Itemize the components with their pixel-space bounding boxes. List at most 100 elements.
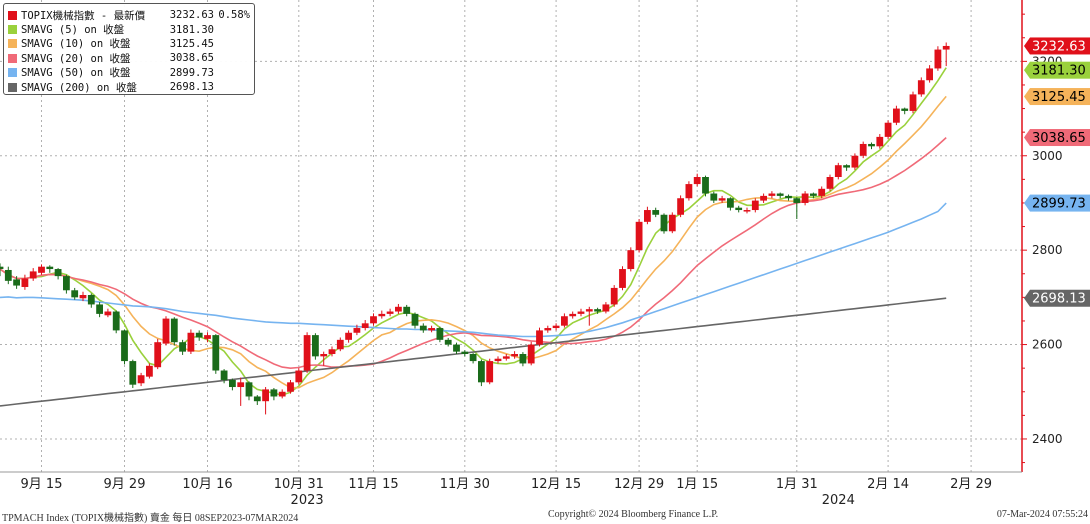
candle-body	[652, 210, 660, 215]
legend-swatch	[8, 53, 17, 63]
candle-body	[170, 318, 178, 343]
candle-body	[229, 379, 236, 388]
legend-swatch	[8, 39, 17, 49]
candle-body	[876, 136, 884, 147]
legend-swatch	[8, 82, 17, 92]
candle-body	[411, 313, 419, 326]
candle-body	[569, 313, 577, 317]
candle-body	[262, 389, 269, 402]
candle-body	[253, 396, 261, 402]
candle-body	[378, 313, 386, 317]
candle-body	[544, 328, 552, 331]
candle-body	[801, 193, 809, 203]
candle-body	[312, 335, 319, 357]
legend-series-name: SMAVG (20) on 收盤	[21, 52, 131, 65]
candle-body	[345, 332, 352, 340]
y-tick-label: 2800	[1032, 243, 1063, 257]
candle-body	[693, 177, 701, 185]
candle-body	[469, 354, 477, 362]
candle-body	[494, 358, 502, 362]
candle-body	[461, 351, 469, 354]
candle-body	[370, 316, 377, 324]
candle-body	[735, 207, 743, 211]
candle-body	[453, 344, 460, 352]
price-label-text: 2899.73	[1032, 197, 1086, 212]
price-label-pointer	[1024, 129, 1030, 147]
candle-body	[868, 143, 875, 147]
series-line	[0, 137, 947, 370]
price-label-box	[1030, 61, 1090, 79]
candle-body	[179, 342, 186, 352]
candle-body	[660, 214, 668, 232]
legend-swatch	[8, 10, 17, 20]
footer-timestamp: 07-Mar-2024 07:55:24	[996, 509, 1088, 520]
candle-body	[478, 361, 485, 383]
candle-body	[602, 304, 610, 312]
legend-swatch	[8, 25, 17, 35]
x-year-label: 2023	[291, 493, 324, 508]
candle-body	[486, 361, 494, 383]
candle-body	[121, 330, 128, 362]
price-label-pointer	[1024, 61, 1030, 79]
candle-body	[212, 335, 220, 371]
x-tick-label: 11月 15	[348, 477, 398, 492]
candle-body	[162, 318, 170, 344]
candle-body	[112, 311, 120, 331]
x-tick-label: 1月 31	[776, 477, 818, 492]
legend-series-change: 0.58%	[218, 9, 250, 22]
candle-body	[71, 290, 79, 298]
candle-body	[79, 295, 87, 299]
candle-body	[403, 306, 411, 314]
price-label-box	[1030, 37, 1090, 55]
candle-body	[353, 328, 361, 333]
candle-body	[909, 94, 917, 111]
candle-body	[419, 325, 427, 331]
price-label-box	[1030, 129, 1090, 147]
price-label-pointer	[1024, 88, 1030, 106]
candle-body	[843, 165, 850, 168]
legend-series-name: SMAVG (50) on 收盤	[21, 67, 131, 80]
x-tick-label: 9月 15	[21, 477, 63, 492]
price-label-box	[1030, 88, 1090, 106]
candle-body	[934, 49, 942, 69]
legend-series-value: 2698.13	[169, 81, 214, 94]
price-labels: 3232.63 3181.30 3125.45 3038.65 2899.73 2698.…	[1024, 37, 1090, 307]
candle-body	[38, 266, 45, 273]
price-label-text: 2698.13	[1032, 292, 1086, 307]
candle-body	[677, 198, 684, 215]
candle-body	[361, 323, 369, 329]
candle-body	[627, 250, 635, 270]
series-line	[0, 95, 947, 389]
candle-body	[320, 354, 328, 357]
legend-row-sma5: SMAVG (5) on 收盤 3181.30	[8, 22, 250, 36]
chart-legend: TOPIX機械指數 - 最新價 3232.63 0.58% SMAVG (5) …	[3, 3, 255, 95]
legend-row-sma20: SMAVG (20) on 收盤 3038.65	[8, 51, 250, 65]
candle-body	[154, 342, 162, 368]
series-line	[0, 297, 947, 407]
legend-series-name: SMAVG (200) on 收盤	[21, 81, 137, 94]
candle-body	[195, 332, 203, 338]
price-label-box	[1030, 194, 1090, 212]
candle-body	[552, 325, 560, 329]
candle-body	[245, 382, 253, 397]
candle-body	[893, 108, 900, 123]
candle-body	[96, 304, 103, 314]
x-tick-label: 12月 29	[614, 477, 664, 492]
legend-row-sma50: SMAVG (50) on 收盤 2899.73	[8, 66, 250, 80]
candle-body	[776, 193, 784, 196]
candle-body	[519, 354, 527, 364]
candlesticks	[0, 42, 950, 415]
candle-body	[21, 278, 29, 287]
legend-row-price: TOPIX機械指數 - 最新價 3232.63 0.58%	[8, 8, 250, 22]
candle-body	[336, 339, 344, 350]
candle-body	[561, 316, 568, 326]
candle-body	[685, 184, 693, 199]
candle-body	[237, 382, 245, 388]
x-tick-label: 2月 14	[867, 477, 909, 492]
candle-body	[0, 266, 4, 270]
candle-body	[635, 221, 643, 251]
legend-swatch	[8, 68, 17, 78]
footer-copyright: Copyright© 2024 Bloomberg Finance L.P.	[548, 509, 719, 520]
candle-body	[594, 309, 601, 312]
